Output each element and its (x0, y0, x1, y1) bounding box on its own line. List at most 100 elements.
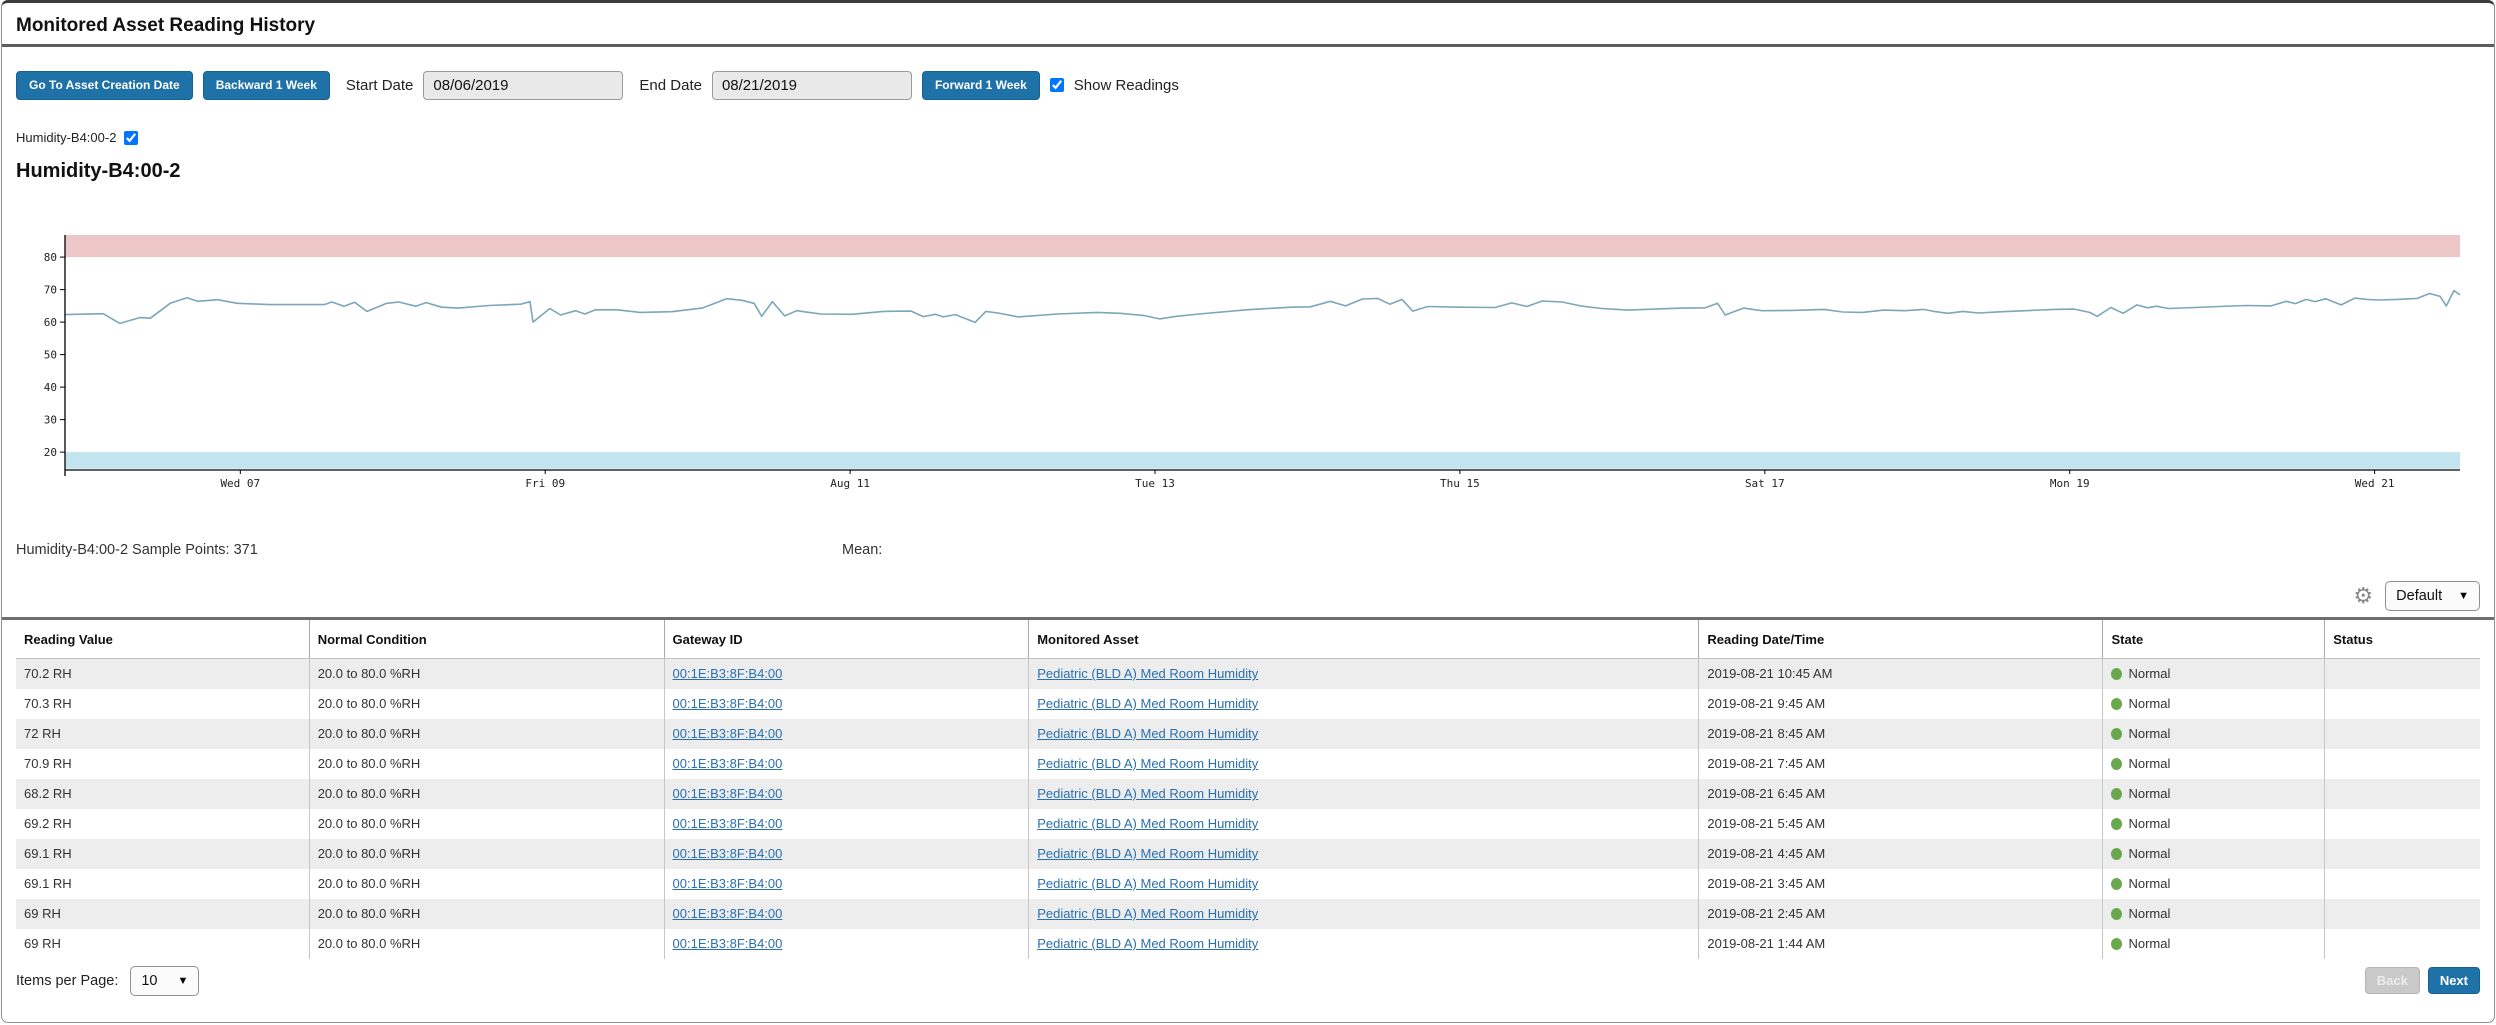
reading-datetime-cell: 2019-08-21 6:45 AM (1699, 779, 2103, 809)
state-normal-dot (2111, 908, 2122, 920)
monitored-asset-cell: Pediatric (BLD A) Med Room Humidity (1029, 899, 1699, 929)
y-tick-label: 50 (44, 349, 57, 362)
reading-datetime-cell: 2019-08-21 9:45 AM (1699, 689, 2103, 719)
state-normal-dot (2111, 818, 2122, 830)
status-cell (2325, 929, 2480, 959)
gateway-id-link[interactable]: 00:1E:B3:8F:B4:00 (673, 786, 783, 801)
gateway-id-link[interactable]: 00:1E:B3:8F:B4:00 (673, 846, 783, 861)
title-divider (2, 44, 2494, 47)
col-header-gateway-id[interactable]: Gateway ID (664, 620, 1029, 659)
gateway-id-link[interactable]: 00:1E:B3:8F:B4:00 (673, 876, 783, 891)
gateway-id-link[interactable]: 00:1E:B3:8F:B4:00 (673, 666, 783, 681)
end-date-label: End Date (639, 77, 702, 94)
state-normal-dot (2111, 788, 2122, 800)
y-tick-label: 60 (44, 316, 57, 329)
monitored-asset-link[interactable]: Pediatric (BLD A) Med Room Humidity (1037, 666, 1258, 681)
state-cell: Normal (2103, 839, 2325, 869)
end-date-input[interactable] (712, 71, 912, 100)
reading-datetime-cell: 2019-08-21 5:45 AM (1699, 809, 2103, 839)
gateway-id-cell: 00:1E:B3:8F:B4:00 (664, 899, 1029, 929)
reading-value-cell: 70.9 RH (16, 749, 309, 779)
items-per-page-dropdown[interactable]: 10 ▼ (130, 966, 199, 996)
col-header-status[interactable]: Status (2325, 620, 2480, 659)
state-cell: Normal (2103, 659, 2325, 689)
col-header-reading-datetime[interactable]: Reading Date/Time (1699, 620, 2103, 659)
monitored-asset-link[interactable]: Pediatric (BLD A) Med Room Humidity (1037, 936, 1258, 951)
x-tick-label: Wed 21 (2355, 477, 2395, 490)
col-header-state[interactable]: State (2103, 620, 2325, 659)
monitored-asset-link[interactable]: Pediatric (BLD A) Med Room Humidity (1037, 756, 1258, 771)
reading-value-cell: 72 RH (16, 719, 309, 749)
gateway-id-cell: 00:1E:B3:8F:B4:00 (664, 689, 1029, 719)
normal-condition-cell: 20.0 to 80.0 %RH (309, 869, 664, 899)
reading-datetime-cell: 2019-08-21 10:45 AM (1699, 659, 2103, 689)
monitored-asset-link[interactable]: Pediatric (BLD A) Med Room Humidity (1037, 696, 1258, 711)
normal-condition-cell: 20.0 to 80.0 %RH (309, 899, 664, 929)
next-button[interactable]: Next (2428, 967, 2480, 994)
reading-datetime-cell: 2019-08-21 3:45 AM (1699, 869, 2103, 899)
gateway-id-link[interactable]: 00:1E:B3:8F:B4:00 (673, 726, 783, 741)
forward-1-week-button[interactable]: Forward 1 Week (922, 71, 1040, 100)
monitored-asset-link[interactable]: Pediatric (BLD A) Med Room Humidity (1037, 846, 1258, 861)
table-row: 69 RH20.0 to 80.0 %RH00:1E:B3:8F:B4:00Pe… (16, 899, 2480, 929)
monitored-asset-link[interactable]: Pediatric (BLD A) Med Room Humidity (1037, 876, 1258, 891)
y-tick-label: 80 (44, 251, 57, 264)
gateway-id-link[interactable]: 00:1E:B3:8F:B4:00 (673, 816, 783, 831)
monitored-asset-cell: Pediatric (BLD A) Med Room Humidity (1029, 689, 1699, 719)
monitored-asset-cell: Pediatric (BLD A) Med Room Humidity (1029, 839, 1699, 869)
col-header-monitored-asset[interactable]: Monitored Asset (1029, 620, 1699, 659)
table-row: 72 RH20.0 to 80.0 %RH00:1E:B3:8F:B4:00Pe… (16, 719, 2480, 749)
date-range-toolbar: Go To Asset Creation Date Backward 1 Wee… (16, 70, 2480, 100)
gateway-id-link[interactable]: 00:1E:B3:8F:B4:00 (673, 936, 783, 951)
state-cell: Normal (2103, 929, 2325, 959)
x-tick-label: Tue 13 (1135, 477, 1175, 490)
page-title: Monitored Asset Reading History (16, 15, 2480, 37)
low-threshold-band (65, 452, 2460, 469)
reading-value-cell: 69.2 RH (16, 809, 309, 839)
table-row: 68.2 RH20.0 to 80.0 %RH00:1E:B3:8F:B4:00… (16, 779, 2480, 809)
reading-value-cell: 69.1 RH (16, 869, 309, 899)
humidity-chart-svg: 20304050607080Wed 07Fri 09Aug 11Tue 13Th… (16, 233, 2464, 495)
monitored-asset-cell: Pediatric (BLD A) Med Room Humidity (1029, 869, 1699, 899)
col-header-normal-condition[interactable]: Normal Condition (309, 620, 664, 659)
y-tick-label: 20 (44, 446, 57, 459)
series-toggle-label: Humidity-B4:00-2 (16, 130, 116, 145)
go-to-asset-creation-date-button[interactable]: Go To Asset Creation Date (16, 71, 193, 100)
gateway-id-link[interactable]: 00:1E:B3:8F:B4:00 (673, 906, 783, 921)
y-tick-label: 30 (44, 414, 57, 427)
readings-table: Reading Value Normal Condition Gateway I… (16, 620, 2480, 959)
reading-value-cell: 69.1 RH (16, 839, 309, 869)
view-selector-dropdown[interactable]: Default ▼ (2385, 581, 2480, 611)
gear-icon[interactable]: ⚙ (2353, 585, 2373, 607)
start-date-input[interactable] (423, 71, 623, 100)
status-cell (2325, 659, 2480, 689)
gateway-id-cell: 00:1E:B3:8F:B4:00 (664, 869, 1029, 899)
table-row: 69.1 RH20.0 to 80.0 %RH 00:1E:B3:8F:B4:00… (16, 869, 2480, 899)
monitored-asset-link[interactable]: Pediatric (BLD A) Med Room Humidity (1037, 816, 1258, 831)
gateway-id-link[interactable]: 00:1E:B3:8F:B4:00 (673, 696, 783, 711)
col-header-reading-value[interactable]: Reading Value (16, 620, 309, 659)
back-button[interactable]: Back (2365, 967, 2420, 994)
series-toggle-checkbox[interactable] (124, 131, 138, 145)
reading-value-cell: 70.3 RH (16, 689, 309, 719)
state-normal-dot (2111, 728, 2122, 740)
show-readings-label: Show Readings (1074, 77, 1179, 94)
start-date-label: Start Date (346, 77, 414, 94)
gateway-id-cell: 00:1E:B3:8F:B4:00 (664, 749, 1029, 779)
normal-condition-cell: 20.0 to 80.0 %RH (309, 809, 664, 839)
series-toggle-row: Humidity-B4:00-2 (16, 130, 2480, 145)
gateway-id-link[interactable]: 00:1E:B3:8F:B4:00 (673, 756, 783, 771)
state-normal-dot (2111, 848, 2122, 860)
gateway-id-cell: 00:1E:B3:8F:B4:00 (664, 929, 1029, 959)
pagination-row: Items per Page: 10 ▼ Back Next (16, 966, 2480, 996)
monitored-asset-link[interactable]: Pediatric (BLD A) Med Room Humidity (1037, 786, 1258, 801)
table-row: 69.2 RH20.0 to 80.0 %RH 00:1E:B3:8F:B4:00… (16, 809, 2480, 839)
monitored-asset-link[interactable]: Pediatric (BLD A) Med Room Humidity (1037, 906, 1258, 921)
mean-text: Mean: (842, 542, 882, 558)
x-tick-label: Thu 15 (1440, 477, 1480, 490)
show-readings-checkbox[interactable] (1050, 78, 1064, 92)
gateway-id-cell: 00:1E:B3:8F:B4:00 (664, 659, 1029, 689)
state-normal-dot (2111, 758, 2122, 770)
backward-1-week-button[interactable]: Backward 1 Week (203, 71, 330, 100)
monitored-asset-link[interactable]: Pediatric (BLD A) Med Room Humidity (1037, 726, 1258, 741)
